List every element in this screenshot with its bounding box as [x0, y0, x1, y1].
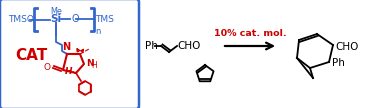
- Text: Ph: Ph: [145, 41, 158, 51]
- Text: 10% cat. mol.: 10% cat. mol.: [214, 29, 286, 38]
- Text: N: N: [62, 42, 70, 52]
- Text: TMSO: TMSO: [8, 16, 34, 25]
- Text: H: H: [65, 68, 73, 76]
- FancyBboxPatch shape: [0, 0, 139, 108]
- Text: O: O: [44, 63, 51, 71]
- Text: Ph: Ph: [332, 58, 345, 68]
- Text: O: O: [71, 14, 79, 24]
- Text: TMS: TMS: [95, 14, 114, 24]
- Text: Me: Me: [50, 7, 62, 17]
- Text: CHO: CHO: [177, 41, 200, 51]
- Text: H: H: [91, 60, 97, 70]
- Text: n: n: [95, 28, 101, 37]
- Text: N: N: [86, 60, 94, 68]
- Text: CAT: CAT: [15, 48, 47, 64]
- Text: CHO: CHO: [335, 42, 358, 52]
- Text: Si: Si: [50, 14, 62, 24]
